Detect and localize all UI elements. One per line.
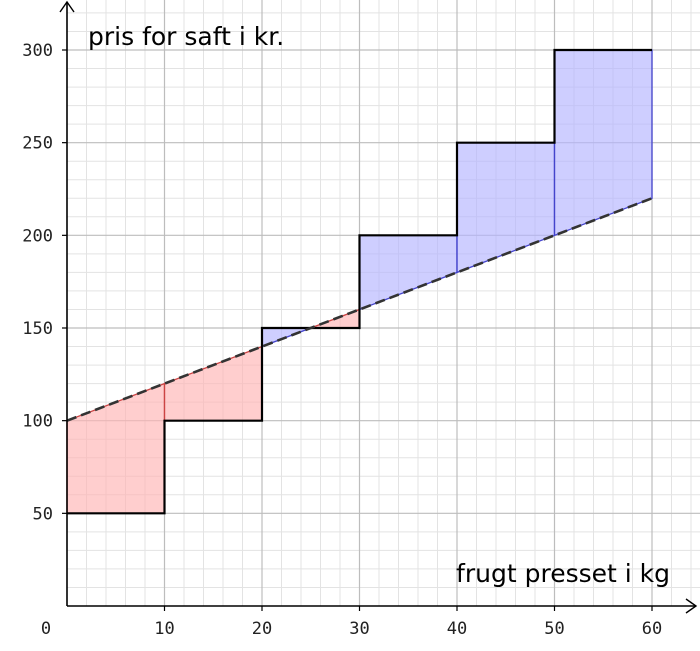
x-tick-label: 30 <box>349 619 369 639</box>
area-below-line <box>163 345 263 422</box>
area-above-line <box>553 49 653 237</box>
area-above-line <box>358 234 458 311</box>
y-tick-label: 200 <box>22 226 53 246</box>
x-tick-label: 50 <box>544 619 564 639</box>
step-function-line <box>67 48 652 515</box>
x-axis-arrow <box>685 598 698 614</box>
x-tick-label: 10 <box>154 619 174 639</box>
x-tick-label: 40 <box>447 619 467 639</box>
x-tick-label: 60 <box>642 619 662 639</box>
y-axis-arrow <box>59 0 75 13</box>
x-axis-title: frugt presset i kg <box>456 559 670 588</box>
x-tick-label: 20 <box>252 619 272 639</box>
x-tick-label: 0 <box>41 619 51 639</box>
y-tick-label: 150 <box>22 319 53 339</box>
y-tick-label: 300 <box>22 41 53 61</box>
series-lines <box>66 48 653 515</box>
y-tick-label: 50 <box>33 504 53 524</box>
tick-labels: 0 10 20 30 40 50 60 50 100 150 200 250 300 <box>22 41 662 639</box>
y-tick-label: 100 <box>22 412 53 432</box>
axes <box>59 0 698 614</box>
y-axis-title: pris for saft i kr. <box>88 22 284 51</box>
y-tick-label: 250 <box>22 134 53 154</box>
